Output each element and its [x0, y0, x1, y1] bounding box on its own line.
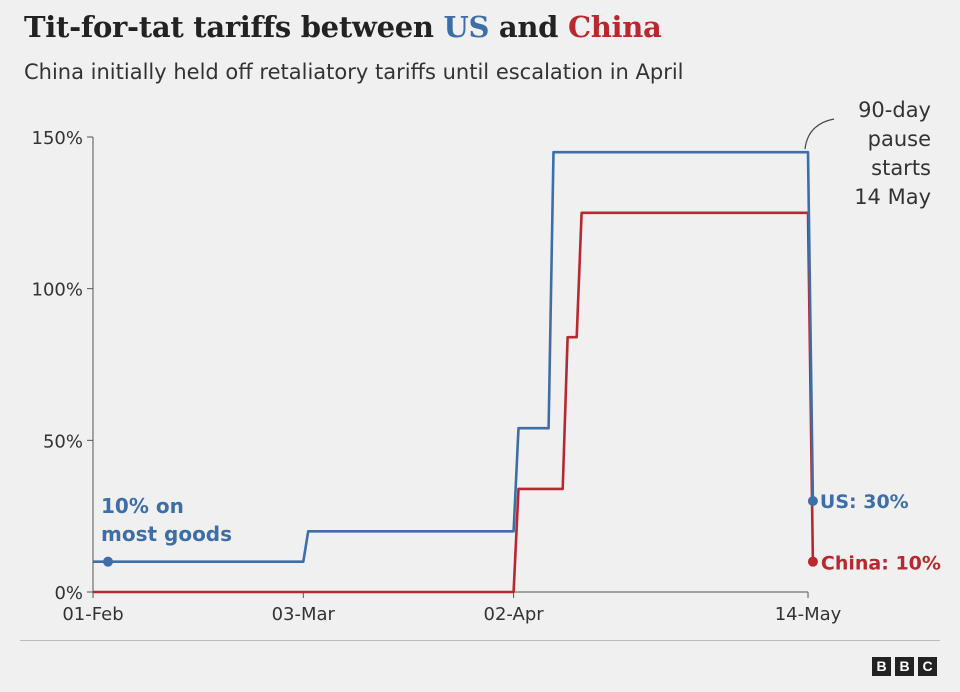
china-end-marker: [807, 556, 818, 567]
y-axis: 0% 50% 100% 150%: [32, 128, 94, 604]
series-layer: [93, 150, 818, 594]
x-tick-label: 14-May: [775, 604, 842, 625]
title-mid: and: [489, 10, 568, 44]
x-axis: 01-Feb 03-Mar 02-Apr 14-May: [62, 591, 842, 625]
logo-letter: B: [872, 657, 891, 676]
logo-letter: C: [918, 657, 937, 676]
logo-letter: B: [895, 657, 914, 676]
us-start-marker: [103, 556, 113, 567]
y-tick-label: 100%: [32, 280, 83, 301]
y-tick-label: 50%: [43, 431, 83, 452]
annotation-layer: 10% on most goods US: 30% China: 10% 90-day p…: [101, 98, 941, 575]
y-tick-label: 0%: [54, 583, 83, 604]
pause-annotation-line: 14 May: [854, 185, 931, 209]
chart-title: Tit-for-tat tariffs between US and China: [24, 10, 662, 44]
pause-annotation-line: starts: [871, 156, 931, 180]
y-tick-label: 150%: [32, 128, 83, 149]
x-tick-label: 01-Feb: [62, 604, 123, 625]
us-start-label: most goods: [101, 522, 232, 546]
series-line-us: [93, 150, 815, 563]
title-china: China: [567, 10, 662, 44]
chart-subtitle: China initially held off retaliatory tar…: [24, 60, 684, 84]
title-prefix: Tit-for-tat tariffs between: [24, 10, 444, 44]
pause-annotation-line: 90-day: [858, 98, 931, 122]
x-tick-label: 03-Mar: [272, 604, 336, 625]
title-us: US: [443, 10, 490, 44]
us-start-label: 10% on: [101, 494, 184, 518]
series-line-china: [93, 211, 815, 594]
footer-divider: [20, 640, 940, 641]
x-tick-label: 02-Apr: [484, 604, 545, 625]
us-end-label: US: 30%: [820, 491, 909, 513]
pause-leader-line: [804, 118, 835, 150]
us-end-marker: [807, 496, 818, 506]
pause-annotation-line: pause: [868, 127, 931, 151]
china-end-label: China: 10%: [821, 553, 941, 575]
bbc-logo: B B C: [872, 657, 937, 676]
